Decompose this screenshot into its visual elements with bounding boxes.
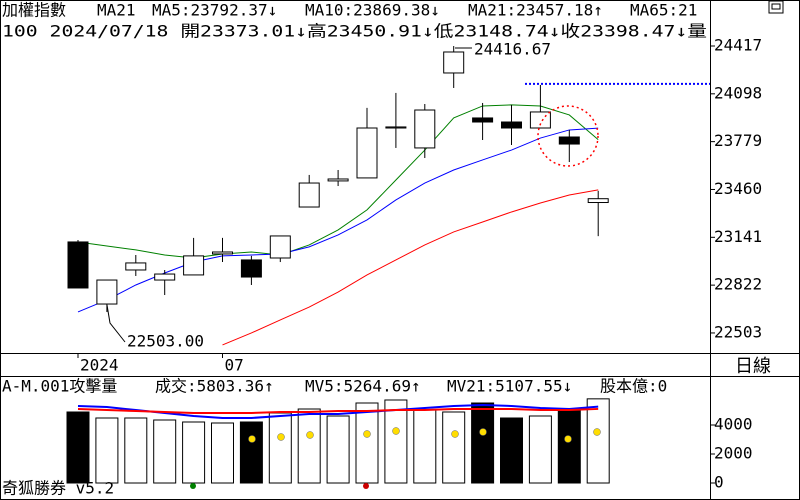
- candle-body: [414, 109, 436, 149]
- candle-body: [356, 127, 378, 179]
- y-tick-label: 23460: [714, 179, 762, 198]
- ma-line: [222, 189, 599, 346]
- legend-entry: MV5:5264.69↑: [305, 377, 421, 396]
- volume-bar: [586, 398, 610, 484]
- candle-body: [212, 251, 233, 255]
- candle-body: [529, 111, 551, 129]
- volume-plot: [66, 398, 610, 484]
- price-plot: [67, 46, 710, 346]
- candle-body: [67, 241, 89, 289]
- volume-bar: [442, 411, 466, 484]
- volume-bar: [268, 412, 292, 484]
- y-tick-label: 2000: [714, 444, 753, 463]
- candle-body: [472, 117, 494, 123]
- signal-dot: [593, 428, 601, 436]
- footer: 奇狐勝券 v5.2: [2, 479, 114, 498]
- legend-extra: MA65:21: [630, 1, 697, 20]
- signal-dot: [392, 427, 400, 435]
- volume-bar: [95, 417, 119, 484]
- volume-bar: [239, 421, 263, 484]
- candle-body: [443, 51, 465, 74]
- candle-body: [501, 121, 522, 129]
- volume-bar: [153, 419, 177, 484]
- signal-dot: [363, 483, 369, 489]
- volume-bar: [471, 402, 495, 484]
- signal-dot: [277, 433, 285, 441]
- signal-dots: [248, 427, 601, 443]
- legend-entry: MV21:5107.55↓: [447, 377, 572, 396]
- window-button-icon: [771, 3, 781, 10]
- volume-bar: [124, 417, 148, 484]
- y-tick-label: 22822: [714, 275, 762, 294]
- y-tick-label: 22503: [714, 322, 762, 341]
- volume-title: A-M.001攻擊量: [2, 377, 117, 396]
- signal-dot: [190, 483, 196, 489]
- x-tick-label: 2024: [80, 356, 119, 375]
- ma-line: [77, 127, 599, 313]
- volume-bar: [500, 417, 523, 484]
- x-tick-label: 07: [225, 356, 244, 375]
- y-tick-label: 0: [714, 473, 724, 492]
- foreground: 24416.67 22503.00 加權指數 MA21 MA5:23792.37…: [2, 1, 771, 498]
- annotation: 24416.67: [474, 40, 551, 59]
- candle-body: [385, 126, 407, 129]
- volume-value: 成交:5803.36↑: [155, 377, 274, 396]
- y-tick-label: 4000: [714, 414, 753, 433]
- window-button[interactable]: [768, 0, 784, 14]
- y-tick-label: 24417: [714, 35, 762, 54]
- signal-dot: [451, 430, 459, 438]
- candle-body: [183, 255, 205, 276]
- candle-body: [327, 178, 349, 182]
- annotation-leader: [106, 304, 126, 343]
- y-tick-label: 23779: [714, 131, 762, 150]
- candle-body: [154, 273, 176, 281]
- signal-dot: [479, 428, 487, 436]
- signal-dot: [306, 431, 314, 439]
- candle-body: [269, 235, 291, 259]
- volume-bar: [413, 409, 437, 484]
- candle-body: [587, 198, 609, 204]
- volume-bar: [557, 408, 581, 484]
- title: 加權指數: [2, 1, 66, 20]
- volume-bar: [182, 421, 206, 484]
- volume-bar: [355, 402, 379, 484]
- info-line: 100 2024/07/18 開23373.01↓高23450.91↓低2314…: [2, 22, 707, 41]
- candle-body: [125, 262, 147, 271]
- highlight-circle: [537, 105, 599, 167]
- candle-body: [298, 182, 320, 208]
- volume-bar: [326, 415, 350, 484]
- signal-dot: [564, 435, 572, 443]
- y-tick-label: 24098: [714, 83, 762, 102]
- period: MA21: [97, 1, 136, 20]
- y-tick-label: 23141: [714, 227, 762, 246]
- legend-entry: MA5:23792.37↓: [152, 1, 277, 20]
- volume-bar: [297, 408, 321, 484]
- volume-bar: [211, 422, 234, 484]
- annotation: 22503.00: [127, 332, 204, 351]
- candle-body: [96, 279, 118, 305]
- volume-bar: [384, 399, 408, 484]
- ma-line: [77, 407, 599, 414]
- volume-bar: [66, 411, 90, 484]
- volume-extra: 股本億:0: [600, 377, 667, 396]
- legend-entry: MA21:23457.18↑: [468, 1, 603, 20]
- candle-body: [240, 259, 262, 278]
- signal-dot: [363, 430, 371, 438]
- legend-entry: MA10:23869.38↓: [305, 1, 440, 20]
- candle-body: [558, 136, 580, 145]
- signal-dot: [248, 435, 256, 443]
- volume-bar: [528, 415, 552, 484]
- timeframe: 日線: [735, 356, 771, 377]
